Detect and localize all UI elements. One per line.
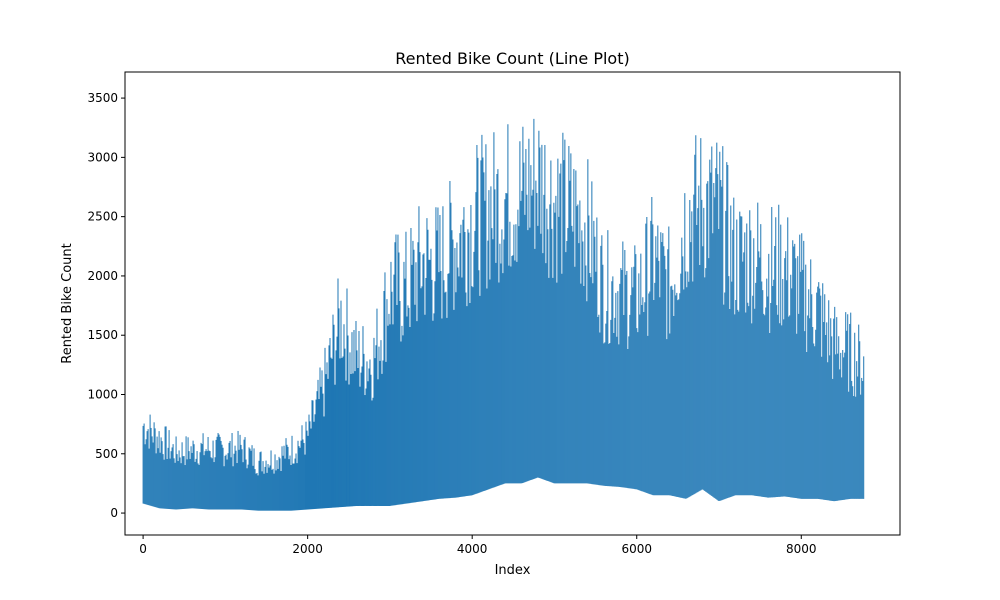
y-tick-label: 2000 <box>87 269 118 283</box>
y-tick-label: 3000 <box>87 150 118 164</box>
y-tick-label: 500 <box>95 447 118 461</box>
x-tick-label: 6000 <box>621 542 652 556</box>
x-tick-label: 0 <box>139 542 147 556</box>
y-axis-ticks: 0 500 1000 1500 2000 2500 3000 3500 <box>87 91 125 520</box>
y-axis-label: Rented Bike Count <box>60 243 75 364</box>
x-tick-label: 8000 <box>786 542 817 556</box>
series-layer <box>142 118 865 511</box>
series-line <box>142 118 865 511</box>
x-tick-label: 4000 <box>457 542 488 556</box>
y-tick-label: 2500 <box>87 210 118 224</box>
x-tick-label: 2000 <box>292 542 323 556</box>
axes-frame <box>124 71 901 536</box>
x-axis-label: Index <box>495 563 531 578</box>
y-tick-label: 3500 <box>87 91 118 105</box>
chart-title: Rented Bike Count (Line Plot) <box>395 49 629 68</box>
y-tick-label: 1000 <box>87 387 118 401</box>
y-tick-label: 1500 <box>87 328 118 342</box>
y-tick-label: 0 <box>110 506 118 520</box>
plot-area <box>124 71 901 536</box>
x-axis-ticks: 0 2000 4000 6000 8000 <box>139 535 817 556</box>
